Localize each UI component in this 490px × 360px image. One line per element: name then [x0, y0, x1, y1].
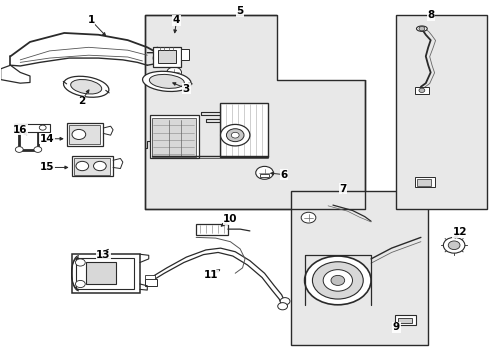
Bar: [145, 15, 365, 209]
Circle shape: [256, 166, 273, 179]
Text: 15: 15: [40, 162, 54, 172]
Text: 2: 2: [78, 96, 85, 106]
Text: 6: 6: [280, 170, 288, 180]
Bar: [292, 191, 428, 345]
Ellipse shape: [149, 75, 184, 88]
Ellipse shape: [71, 80, 102, 94]
Circle shape: [448, 241, 460, 249]
Bar: [74, 158, 110, 175]
Circle shape: [443, 237, 465, 253]
Ellipse shape: [416, 26, 427, 31]
Circle shape: [305, 256, 371, 305]
Bar: [395, 315, 416, 325]
Circle shape: [17, 125, 24, 130]
Bar: [417, 179, 431, 186]
Ellipse shape: [143, 71, 191, 91]
Circle shape: [323, 270, 352, 291]
Circle shape: [231, 132, 239, 138]
Bar: [277, 13, 367, 80]
Bar: [67, 123, 103, 146]
Circle shape: [15, 147, 23, 152]
Circle shape: [278, 303, 288, 310]
Circle shape: [75, 259, 85, 266]
Text: 8: 8: [427, 10, 434, 20]
Circle shape: [301, 212, 316, 223]
Bar: [86, 262, 116, 284]
Circle shape: [167, 67, 181, 78]
Bar: [150, 116, 198, 158]
Circle shape: [153, 51, 171, 64]
Bar: [145, 275, 155, 279]
Circle shape: [313, 262, 363, 299]
Circle shape: [72, 130, 86, 139]
Circle shape: [76, 161, 89, 171]
Ellipse shape: [64, 76, 109, 97]
Text: 9: 9: [393, 322, 400, 332]
Circle shape: [419, 27, 425, 31]
Circle shape: [226, 129, 244, 141]
Text: 1: 1: [87, 15, 95, 26]
Circle shape: [220, 125, 250, 146]
Bar: [72, 156, 113, 176]
Bar: [220, 103, 269, 157]
Bar: [145, 279, 157, 286]
Text: 11: 11: [203, 270, 218, 280]
Bar: [158, 50, 175, 63]
Circle shape: [331, 275, 344, 285]
Circle shape: [94, 161, 106, 171]
Bar: [260, 174, 270, 177]
Bar: [69, 125, 100, 144]
Circle shape: [34, 147, 42, 152]
Text: 10: 10: [223, 215, 238, 224]
Bar: [180, 49, 189, 60]
Text: 4: 4: [173, 15, 180, 26]
Bar: [72, 253, 140, 293]
Circle shape: [280, 298, 290, 305]
Text: 14: 14: [40, 134, 54, 144]
Text: 12: 12: [453, 227, 467, 237]
Circle shape: [419, 88, 425, 93]
Bar: [14, 124, 49, 132]
Bar: [398, 318, 412, 323]
Text: 7: 7: [339, 184, 346, 194]
Circle shape: [75, 280, 85, 288]
Bar: [196, 224, 228, 234]
Bar: [76, 258, 134, 289]
Text: 16: 16: [13, 125, 27, 135]
Text: 13: 13: [96, 250, 111, 260]
Circle shape: [39, 125, 46, 130]
Bar: [153, 47, 180, 67]
Bar: [152, 118, 196, 157]
Text: 3: 3: [183, 84, 190, 94]
Text: 5: 5: [237, 6, 244, 17]
Bar: [415, 177, 435, 187]
Bar: [396, 15, 487, 209]
Bar: [415, 87, 429, 94]
